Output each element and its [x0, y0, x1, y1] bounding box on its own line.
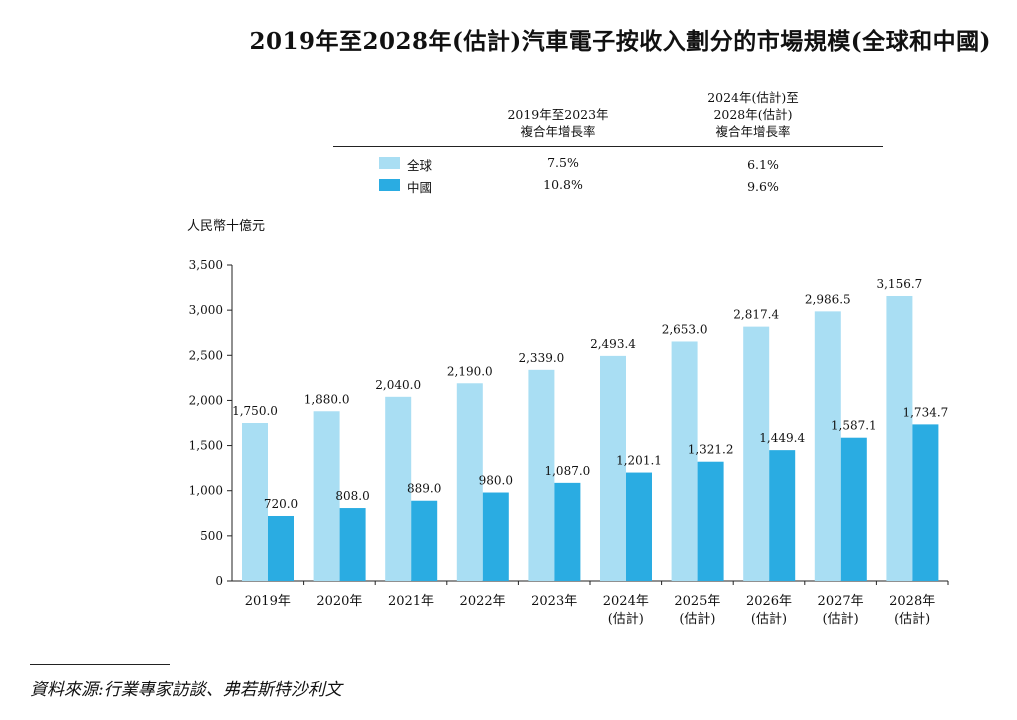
bar-china-6 — [697, 461, 724, 581]
y-tick-label: 500 — [200, 529, 223, 543]
data-label-china-9: 1,734.7 — [902, 405, 948, 419]
bar-china-5 — [626, 472, 652, 581]
cagr-china-2024-2028: 9.6% — [747, 179, 779, 194]
data-label-global-4: 2,339.0 — [518, 351, 564, 365]
bar-china-0 — [268, 515, 294, 581]
legend-label-china: 中國 — [407, 180, 433, 195]
x-tick-label-2: 2021年 — [388, 594, 434, 609]
data-label-china-3: 980.0 — [479, 474, 513, 488]
bar-global-5 — [600, 355, 626, 581]
source-note: 資料來源:行業專家訪談、弗若斯特沙利文 — [30, 680, 342, 700]
x-tick-label-8: 2027年 — [818, 594, 864, 609]
bar-global-3 — [456, 383, 483, 581]
y-tick-label: 0 — [215, 574, 223, 588]
bar-china-3 — [482, 492, 509, 581]
chart-title: 2019年至2028年(估計)汽車電子按收入劃分的市場規模(全球和中國) — [249, 28, 991, 55]
x-tick-label-4: 2023年 — [531, 594, 577, 609]
cagr-row-global: 全球 7.5% 6.1% — [333, 154, 883, 174]
data-label-china-8: 1,587.1 — [831, 419, 877, 433]
y-tick-label: 2,000 — [189, 393, 223, 407]
y-tick-label: 1,500 — [189, 439, 223, 453]
y-tick-label: 3,500 — [189, 258, 223, 272]
data-label-china-7: 1,449.4 — [759, 431, 805, 445]
x-tick-label-5: 2024年 — [603, 594, 649, 609]
bar-global-2 — [385, 396, 412, 581]
x-tick-label-6: 2025年 — [674, 594, 720, 609]
data-label-global-2: 2,040.0 — [375, 378, 421, 392]
data-label-global-0: 1,750.0 — [232, 404, 278, 418]
data-label-china-5: 1,201.1 — [616, 454, 662, 468]
data-label-global-1: 1,880.0 — [304, 392, 350, 406]
bar-global-6 — [671, 341, 698, 581]
cagr-china-2019-2023: 10.8% — [543, 177, 583, 192]
data-label-china-0: 720.0 — [264, 497, 298, 511]
y-tick-label: 2,500 — [189, 348, 223, 362]
x-tick-label-5-sub: (估計) — [608, 611, 644, 627]
x-tick-label-1: 2020年 — [316, 594, 362, 609]
bar-china-2 — [411, 500, 438, 581]
cagr-table: 2019年至2023年 複合年增長率 2024年(估計)至 2028年(估計) … — [333, 82, 883, 200]
bar-global-4 — [528, 369, 555, 581]
data-label-global-5: 2,493.4 — [590, 337, 636, 351]
x-tick-label-9: 2028年 — [889, 594, 935, 609]
cagr-row-china: 中國 10.8% 9.6% — [333, 176, 883, 196]
source-rule — [30, 664, 170, 665]
data-label-global-6: 2,653.0 — [662, 322, 708, 336]
bar-global-0 — [242, 423, 268, 581]
legend-swatch-china — [379, 179, 400, 191]
bar-china-4 — [554, 482, 581, 581]
data-label-china-2: 889.0 — [407, 482, 441, 496]
x-tick-label-6-sub: (估計) — [679, 611, 715, 627]
x-tick-label-8-sub: (估計) — [823, 611, 859, 627]
legend-swatch-global — [379, 157, 400, 169]
bar-global-9 — [886, 295, 913, 581]
cagr-table-rule — [333, 146, 883, 147]
data-label-global-3: 2,190.0 — [447, 364, 493, 378]
data-label-global-7: 2,817.4 — [733, 308, 779, 322]
x-tick-label-7-sub: (估計) — [751, 611, 787, 627]
bar-china-8 — [840, 437, 867, 581]
x-tick-label-7: 2026年 — [746, 594, 792, 609]
cagr-header-2024-2028: 2024年(估計)至 2028年(估計) 複合年增長率 — [707, 90, 799, 139]
data-label-global-8: 2,986.5 — [805, 292, 851, 306]
cagr-global-2024-2028: 6.1% — [747, 157, 779, 172]
legend-label-global: 全球 — [407, 158, 433, 173]
bar-china-7 — [769, 450, 796, 581]
x-tick-label-9-sub: (估計) — [894, 611, 930, 627]
y-tick-label: 1,000 — [189, 484, 223, 498]
bar-global-8 — [814, 311, 841, 581]
bar-china-1 — [339, 508, 366, 581]
bar-china-9 — [912, 424, 939, 581]
cagr-global-2019-2023: 7.5% — [547, 155, 579, 170]
data-label-global-9: 3,156.7 — [876, 277, 922, 291]
x-tick-label-0: 2019年 — [245, 594, 291, 609]
bar-global-7 — [743, 326, 770, 581]
y-axis-unit-label: 人民幣十億元 — [187, 219, 266, 234]
x-tick-label-3: 2022年 — [460, 594, 506, 609]
data-label-china-6: 1,321.2 — [688, 443, 734, 457]
data-label-china-1: 808.0 — [335, 489, 369, 503]
bar-global-1 — [313, 411, 340, 581]
data-label-china-4: 1,087.0 — [544, 464, 590, 478]
y-tick-label: 3,000 — [189, 303, 223, 317]
cagr-header-2019-2023: 2019年至2023年 複合年增長率 — [507, 107, 609, 139]
bar-chart: 0 500 1,000 1,500 2,000 2,500 3,000 3,500 1,750.… — [189, 258, 949, 627]
